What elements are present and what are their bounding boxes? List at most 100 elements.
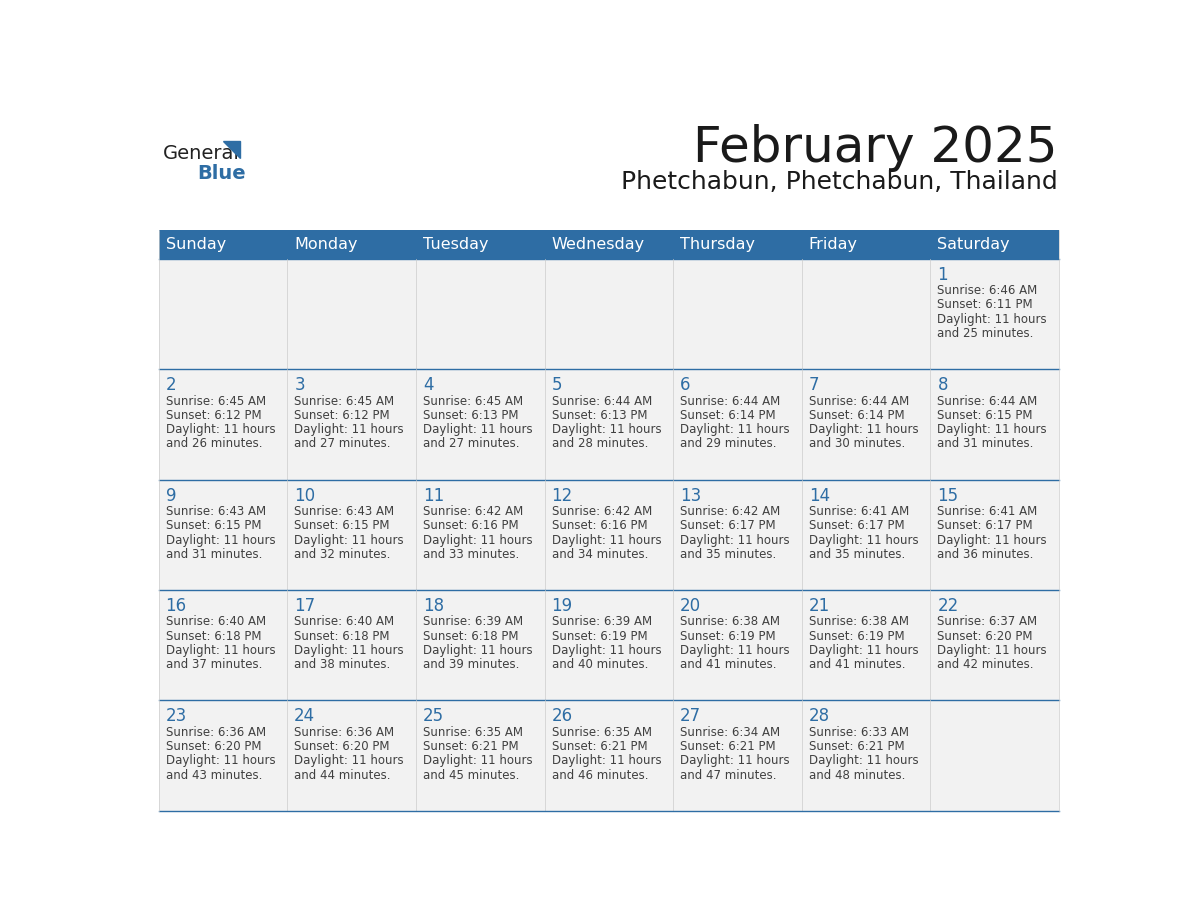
Text: Sunrise: 6:44 AM: Sunrise: 6:44 AM	[809, 395, 909, 408]
Text: 28: 28	[809, 708, 830, 725]
Text: Daylight: 11 hours: Daylight: 11 hours	[165, 644, 276, 657]
Text: Daylight: 11 hours: Daylight: 11 hours	[165, 533, 276, 546]
Text: 4: 4	[423, 376, 434, 394]
Text: and 36 minutes.: and 36 minutes.	[937, 548, 1034, 561]
Text: Daylight: 11 hours: Daylight: 11 hours	[937, 644, 1047, 657]
FancyBboxPatch shape	[158, 230, 1060, 259]
Text: Sunset: 6:21 PM: Sunset: 6:21 PM	[809, 740, 904, 753]
Text: 17: 17	[295, 597, 315, 615]
Text: and 34 minutes.: and 34 minutes.	[551, 548, 647, 561]
Text: 11: 11	[423, 487, 444, 505]
Text: and 27 minutes.: and 27 minutes.	[423, 437, 519, 451]
Text: Sunrise: 6:39 AM: Sunrise: 6:39 AM	[423, 615, 523, 629]
Text: Sunset: 6:13 PM: Sunset: 6:13 PM	[551, 409, 647, 422]
Text: 9: 9	[165, 487, 176, 505]
Text: Sunrise: 6:45 AM: Sunrise: 6:45 AM	[423, 395, 523, 408]
FancyBboxPatch shape	[158, 479, 1060, 590]
Text: Sunrise: 6:38 AM: Sunrise: 6:38 AM	[681, 615, 781, 629]
Text: 23: 23	[165, 708, 187, 725]
Text: 15: 15	[937, 487, 959, 505]
Text: Sunrise: 6:44 AM: Sunrise: 6:44 AM	[937, 395, 1037, 408]
Text: and 48 minutes.: and 48 minutes.	[809, 768, 905, 781]
Text: Sunset: 6:12 PM: Sunset: 6:12 PM	[295, 409, 390, 422]
Text: 18: 18	[423, 597, 444, 615]
Text: Daylight: 11 hours: Daylight: 11 hours	[165, 755, 276, 767]
Text: 26: 26	[551, 708, 573, 725]
Text: Sunset: 6:20 PM: Sunset: 6:20 PM	[295, 740, 390, 753]
Text: 3: 3	[295, 376, 305, 394]
FancyBboxPatch shape	[158, 700, 1060, 811]
Text: Sunrise: 6:46 AM: Sunrise: 6:46 AM	[937, 285, 1037, 297]
Text: Sunrise: 6:36 AM: Sunrise: 6:36 AM	[165, 726, 266, 739]
Text: Daylight: 11 hours: Daylight: 11 hours	[937, 533, 1047, 546]
Text: and 33 minutes.: and 33 minutes.	[423, 548, 519, 561]
Text: and 40 minutes.: and 40 minutes.	[551, 658, 647, 671]
Text: Sunrise: 6:33 AM: Sunrise: 6:33 AM	[809, 726, 909, 739]
Text: 5: 5	[551, 376, 562, 394]
FancyBboxPatch shape	[158, 369, 1060, 479]
Text: Daylight: 11 hours: Daylight: 11 hours	[423, 423, 532, 436]
Text: Sunrise: 6:37 AM: Sunrise: 6:37 AM	[937, 615, 1037, 629]
Text: and 44 minutes.: and 44 minutes.	[295, 768, 391, 781]
Text: Sunrise: 6:43 AM: Sunrise: 6:43 AM	[295, 505, 394, 518]
Text: and 29 minutes.: and 29 minutes.	[681, 437, 777, 451]
Text: Sunday: Sunday	[165, 237, 226, 252]
Text: Sunset: 6:19 PM: Sunset: 6:19 PM	[681, 630, 776, 643]
Text: 19: 19	[551, 597, 573, 615]
Text: Sunrise: 6:35 AM: Sunrise: 6:35 AM	[423, 726, 523, 739]
Text: Daylight: 11 hours: Daylight: 11 hours	[551, 423, 662, 436]
Text: Daylight: 11 hours: Daylight: 11 hours	[295, 533, 404, 546]
Text: 7: 7	[809, 376, 820, 394]
Text: 13: 13	[681, 487, 701, 505]
Text: Daylight: 11 hours: Daylight: 11 hours	[165, 423, 276, 436]
Text: Daylight: 11 hours: Daylight: 11 hours	[681, 644, 790, 657]
Text: Sunrise: 6:45 AM: Sunrise: 6:45 AM	[165, 395, 266, 408]
Text: Daylight: 11 hours: Daylight: 11 hours	[423, 533, 532, 546]
Text: and 28 minutes.: and 28 minutes.	[551, 437, 647, 451]
Text: Friday: Friday	[809, 237, 858, 252]
Text: Sunset: 6:17 PM: Sunset: 6:17 PM	[681, 520, 776, 532]
Text: and 30 minutes.: and 30 minutes.	[809, 437, 905, 451]
Text: Sunset: 6:18 PM: Sunset: 6:18 PM	[295, 630, 390, 643]
Text: Daylight: 11 hours: Daylight: 11 hours	[295, 423, 404, 436]
Text: Sunrise: 6:42 AM: Sunrise: 6:42 AM	[681, 505, 781, 518]
Text: Sunset: 6:16 PM: Sunset: 6:16 PM	[551, 520, 647, 532]
Text: Sunrise: 6:42 AM: Sunrise: 6:42 AM	[423, 505, 523, 518]
Text: 12: 12	[551, 487, 573, 505]
Text: Sunrise: 6:36 AM: Sunrise: 6:36 AM	[295, 726, 394, 739]
Text: Daylight: 11 hours: Daylight: 11 hours	[423, 644, 532, 657]
Text: Daylight: 11 hours: Daylight: 11 hours	[681, 533, 790, 546]
Text: and 31 minutes.: and 31 minutes.	[165, 548, 261, 561]
Text: Sunset: 6:21 PM: Sunset: 6:21 PM	[551, 740, 647, 753]
Text: Sunset: 6:15 PM: Sunset: 6:15 PM	[295, 520, 390, 532]
Text: Sunset: 6:17 PM: Sunset: 6:17 PM	[809, 520, 904, 532]
Text: Sunset: 6:21 PM: Sunset: 6:21 PM	[423, 740, 518, 753]
Text: 10: 10	[295, 487, 315, 505]
Text: and 37 minutes.: and 37 minutes.	[165, 658, 261, 671]
Text: and 26 minutes.: and 26 minutes.	[165, 437, 263, 451]
Text: 16: 16	[165, 597, 187, 615]
Text: Sunrise: 6:41 AM: Sunrise: 6:41 AM	[937, 505, 1037, 518]
Text: 2: 2	[165, 376, 176, 394]
Text: and 42 minutes.: and 42 minutes.	[937, 658, 1034, 671]
Text: and 31 minutes.: and 31 minutes.	[937, 437, 1034, 451]
Text: Daylight: 11 hours: Daylight: 11 hours	[809, 644, 918, 657]
Text: Monday: Monday	[295, 237, 358, 252]
Text: Daylight: 11 hours: Daylight: 11 hours	[551, 755, 662, 767]
Text: 6: 6	[681, 376, 690, 394]
Text: Daylight: 11 hours: Daylight: 11 hours	[295, 755, 404, 767]
Text: 27: 27	[681, 708, 701, 725]
Text: Sunset: 6:20 PM: Sunset: 6:20 PM	[937, 630, 1032, 643]
Text: Sunrise: 6:45 AM: Sunrise: 6:45 AM	[295, 395, 394, 408]
Text: Sunset: 6:18 PM: Sunset: 6:18 PM	[165, 630, 261, 643]
Text: Sunrise: 6:44 AM: Sunrise: 6:44 AM	[681, 395, 781, 408]
Text: and 39 minutes.: and 39 minutes.	[423, 658, 519, 671]
Text: and 35 minutes.: and 35 minutes.	[681, 548, 777, 561]
Text: 24: 24	[295, 708, 315, 725]
Text: Daylight: 11 hours: Daylight: 11 hours	[809, 423, 918, 436]
Text: 14: 14	[809, 487, 830, 505]
Text: Sunrise: 6:42 AM: Sunrise: 6:42 AM	[551, 505, 652, 518]
Text: and 35 minutes.: and 35 minutes.	[809, 548, 905, 561]
Text: Daylight: 11 hours: Daylight: 11 hours	[681, 423, 790, 436]
Text: and 43 minutes.: and 43 minutes.	[165, 768, 261, 781]
